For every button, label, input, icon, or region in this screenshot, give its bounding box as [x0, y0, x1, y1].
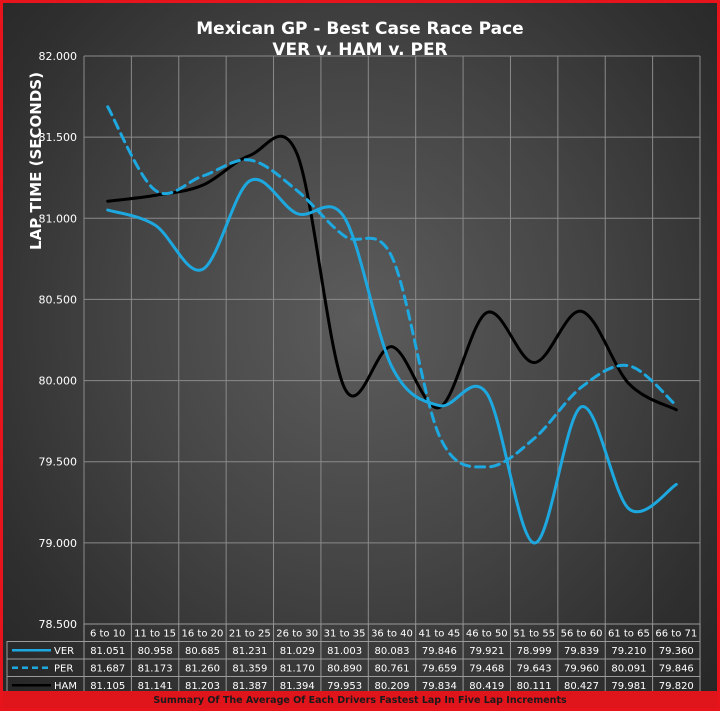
table-cell-ham: 79.981 — [611, 681, 646, 691]
table-cell-per: 79.846 — [659, 664, 694, 675]
table-cell-per: 79.643 — [517, 664, 552, 675]
table-cell-per: 80.091 — [611, 664, 646, 675]
table-cell-ham: 80.427 — [564, 681, 599, 691]
table-cell-ham: 79.820 — [659, 681, 694, 691]
table-cell-per: 81.173 — [138, 664, 173, 675]
table-cell-per: 81.687 — [90, 664, 125, 675]
chart-subtitle: VER v. HAM v. PER — [272, 40, 447, 60]
table-cell-per: 80.890 — [327, 664, 362, 675]
table-cell-ham: 81.203 — [185, 681, 220, 691]
x-tick-label: 31 to 35 — [324, 629, 366, 640]
table-cell-ham: 80.111 — [517, 681, 552, 691]
table-cell-per: 79.960 — [564, 664, 599, 675]
table-cell-ver: 80.685 — [185, 646, 220, 657]
table-cell-ham: 79.953 — [327, 681, 362, 691]
y-tick-label: 80.000 — [39, 375, 78, 388]
x-tick-label: 21 to 25 — [229, 629, 271, 640]
x-tick-label: 66 to 71 — [655, 629, 697, 640]
y-tick-labels: 82.000 81.500 81.000 80.500 80.000 79.500 79.0… — [39, 50, 78, 631]
series-line-ham — [106, 135, 678, 412]
table-cell-per: 79.659 — [422, 664, 457, 675]
legend-label-ver: VER — [54, 646, 74, 657]
table-cell-ham: 81.141 — [138, 681, 173, 691]
chart-title: Mexican GP - Best Case Race Pace — [196, 19, 523, 39]
footer-caption: Summary Of The Average Of Each Drivers F… — [153, 695, 567, 706]
y-tick-label: 81.500 — [39, 131, 78, 144]
y-tick-label: 81.000 — [39, 212, 78, 225]
data-table: 6 to 10 11 to 15 16 to 20 21 to 25 26 to 30 3… — [6, 623, 701, 691]
x-tick-label: 41 to 45 — [418, 629, 460, 640]
legend-label-ham: HAM — [54, 681, 77, 691]
table-cell-ham: 81.394 — [280, 681, 315, 691]
table-cell-per: 81.170 — [280, 664, 315, 675]
table-cell-ver: 80.083 — [375, 646, 410, 657]
x-tick-label: 61 to 65 — [608, 629, 650, 640]
table-cell-ver: 79.839 — [564, 646, 599, 657]
x-tick-label: 51 to 55 — [513, 629, 555, 640]
x-tick-label: 11 to 15 — [134, 629, 176, 640]
x-tick-label: 56 to 60 — [561, 629, 603, 640]
table-cell-ver: 79.921 — [469, 646, 504, 657]
table-cell-ver: 79.846 — [422, 646, 457, 657]
table-cell-ham: 81.387 — [232, 681, 267, 691]
grid — [83, 55, 701, 625]
series-line-ver — [106, 177, 678, 545]
table-cell-ver: 80.958 — [138, 646, 173, 657]
table-cell-ver: 81.051 — [90, 646, 125, 657]
table-cell-ver: 79.360 — [659, 646, 694, 657]
table-cell-ham: 79.834 — [422, 681, 457, 691]
table-cell-ham: 81.105 — [90, 681, 125, 691]
footer-bar — [3, 691, 717, 708]
x-tick-label: 6 to 10 — [90, 629, 125, 640]
table-cell-ver: 81.029 — [280, 646, 315, 657]
legend-label-per: PER — [54, 664, 73, 675]
table-cell-ham: 80.419 — [469, 681, 504, 691]
table-cell-ver: 79.210 — [611, 646, 646, 657]
table-cell-ver: 81.231 — [232, 646, 267, 657]
y-tick-label: 79.000 — [39, 537, 78, 550]
x-tick-label: 16 to 20 — [182, 629, 224, 640]
table-cell-ham: 80.209 — [375, 681, 410, 691]
x-tick-label: 26 to 30 — [276, 629, 318, 640]
y-tick-label: 82.000 — [39, 50, 78, 63]
line-chart: Mexican GP - Best Case Race Pace VER v. … — [6, 19, 701, 691]
y-tick-label: 80.500 — [39, 293, 78, 306]
table-cell-per: 81.260 — [185, 664, 220, 675]
table-cell-ver: 81.003 — [327, 646, 362, 657]
table-cell-per: 79.468 — [469, 664, 504, 675]
x-tick-label: 46 to 50 — [466, 629, 508, 640]
y-tick-label: 78.500 — [39, 618, 78, 631]
y-axis-label: LAP TIME (SECONDS) — [27, 72, 45, 250]
y-tick-label: 79.500 — [39, 456, 78, 469]
table-cell-per: 80.761 — [375, 664, 410, 675]
table-cell-ver: 78.999 — [517, 646, 552, 657]
table-cell-per: 81.359 — [232, 664, 267, 675]
series-line-per — [106, 105, 678, 469]
x-tick-label: 36 to 40 — [371, 629, 413, 640]
series-lines — [106, 105, 678, 545]
